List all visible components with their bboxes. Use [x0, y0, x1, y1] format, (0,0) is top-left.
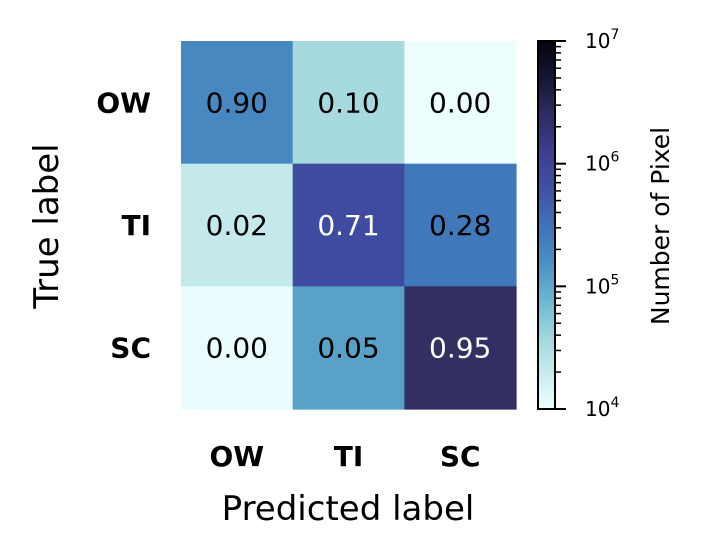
heatmap-cell-ow-ow [181, 41, 294, 165]
colorbar-tick-label-1e7: 107 [585, 27, 619, 53]
cell-value-label: 0.00 [429, 86, 491, 119]
cell-value-label: 0.00 [206, 332, 268, 365]
y-tick-label-sc: SC [110, 332, 151, 365]
heatmap-cell-ow-ti [292, 41, 405, 165]
heatmap-cell-ow-sc [404, 41, 517, 165]
x-tick-label-sc: SC [440, 440, 481, 473]
cell-value-label: 0.95 [429, 332, 491, 365]
x-axis-title: Predicted label [222, 489, 475, 529]
y-tick-label-ow: OW [96, 86, 151, 119]
colorbar-tick-label-1e5: 105 [585, 272, 619, 298]
heatmap-cell-sc-ow [181, 286, 294, 410]
colorbar: 104 105 106 107 [537, 27, 619, 421]
colorbar-bar [537, 40, 556, 410]
heatmap-cell-sc-ti [292, 286, 405, 410]
heatmap-cell-ti-sc [404, 163, 517, 287]
y-tick-labels: OW TI SC [96, 86, 151, 364]
colorbar-tick-label-1e6: 106 [585, 150, 619, 176]
cell-value-label: 0.05 [317, 332, 379, 365]
colorbar-title: Number of Pixel [646, 127, 675, 325]
cell-value-label: 0.71 [317, 209, 379, 242]
colorbar-tick-label-1e4: 104 [585, 395, 619, 421]
y-tick-label-ti: TI [121, 209, 151, 242]
x-tick-label-ti: TI [334, 440, 364, 473]
x-tick-labels: OW TI SC [209, 440, 480, 473]
cell-value-label: 0.90 [206, 86, 268, 119]
cell-value-label: 0.02 [206, 209, 268, 242]
y-axis-title: True label [27, 143, 67, 309]
heatmap-cell-sc-sc [404, 286, 517, 410]
x-tick-label-ow: OW [209, 440, 264, 473]
cell-value-label: 0.28 [429, 209, 491, 242]
heatmap-cells: 0.90 0.10 0.00 0.02 0.71 0.28 0.00 0.05 0.95 [181, 41, 517, 410]
heatmap-cell-ti-ow [181, 163, 294, 287]
cell-value-label: 0.10 [317, 86, 379, 119]
heatmap-cell-ti-ti [292, 163, 405, 287]
